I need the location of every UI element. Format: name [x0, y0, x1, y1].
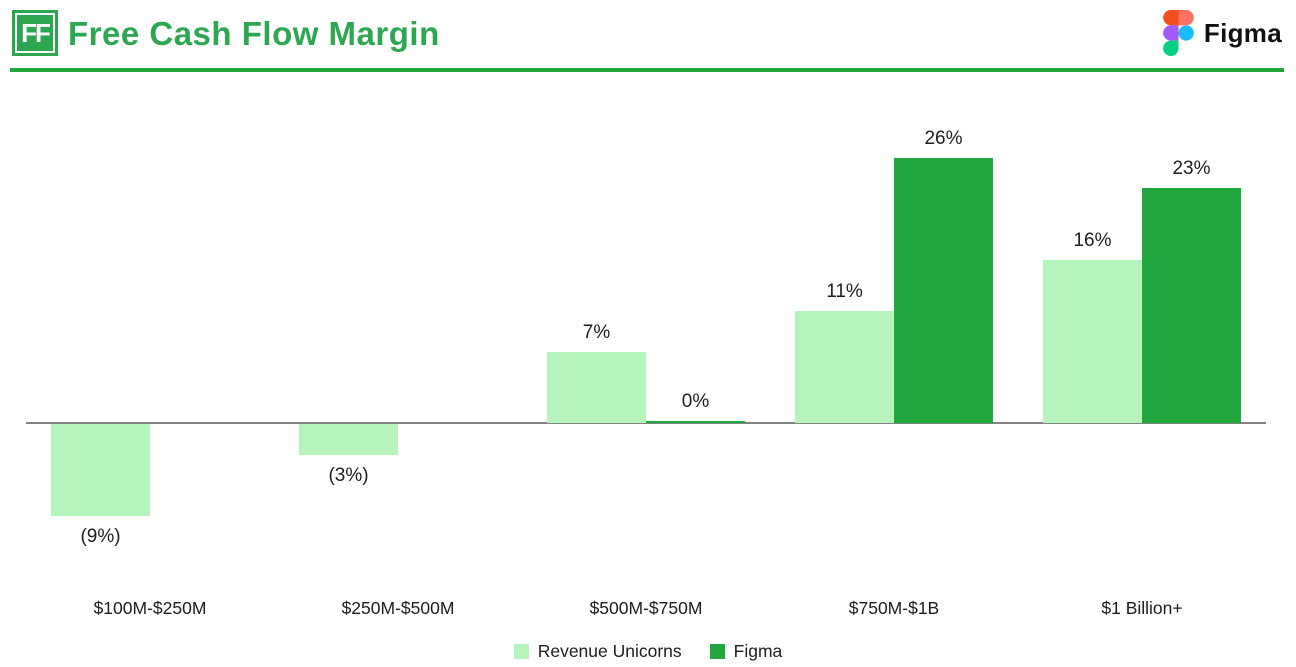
- figma-wordmark: Figma: [1203, 17, 1282, 48]
- bar-revenue-unicorns: [1043, 260, 1142, 423]
- x-axis-label: $750M-$1B: [848, 598, 940, 618]
- legend-swatch-icon: [709, 644, 725, 659]
- value-label: 23%: [1172, 158, 1211, 179]
- figma-brand: Figma: [1163, 9, 1282, 57]
- x-axis-label: $100M-$250M: [93, 598, 207, 618]
- page-title: Free Cash Flow Margin: [68, 15, 440, 52]
- value-label: (3%): [328, 465, 369, 486]
- legend-label: Revenue Unicorns: [537, 641, 682, 661]
- x-axis-label: $500M-$750M: [589, 598, 703, 618]
- legend-label: Figma: [733, 641, 783, 661]
- legend-swatch-icon: [513, 644, 529, 659]
- value-label: 26%: [924, 128, 963, 149]
- bar-figma: [646, 421, 745, 423]
- x-axis-line: [26, 422, 1266, 424]
- value-label: 7%: [582, 322, 611, 343]
- figma-logo-icon: [1163, 10, 1194, 56]
- bar-figma: [1142, 188, 1241, 423]
- bar-revenue-unicorns: [795, 311, 894, 423]
- header-divider: [10, 68, 1284, 72]
- bar-revenue-unicorns: [547, 352, 646, 423]
- bar-figma: [894, 158, 993, 423]
- ff-logo: FF: [12, 10, 58, 56]
- plot-area: (9%) (3%) 7% 0% 11% 26% 16% 23%: [26, 85, 1266, 590]
- x-axis-labels: $100M-$250M $250M-$500M $500M-$750M $750M-$…: [26, 598, 1266, 619]
- legend-item: Revenue Unicorns: [513, 641, 682, 662]
- x-axis-label: $250M-$500M: [341, 598, 455, 618]
- x-axis-label: $1 Billion+: [1101, 598, 1183, 618]
- value-label: 11%: [826, 281, 863, 302]
- ff-logo-text: FF: [15, 13, 55, 53]
- bar-revenue-unicorns: [51, 424, 150, 516]
- legend: Revenue Unicorns Figma: [0, 641, 1296, 662]
- legend-item: Figma: [709, 641, 783, 662]
- value-label: (9%): [80, 526, 121, 547]
- value-label: 16%: [1073, 230, 1112, 251]
- value-label: 0%: [681, 391, 710, 412]
- header: FF Free Cash Flow Margin Figma: [0, 0, 1296, 72]
- bar-revenue-unicorns: [299, 424, 398, 455]
